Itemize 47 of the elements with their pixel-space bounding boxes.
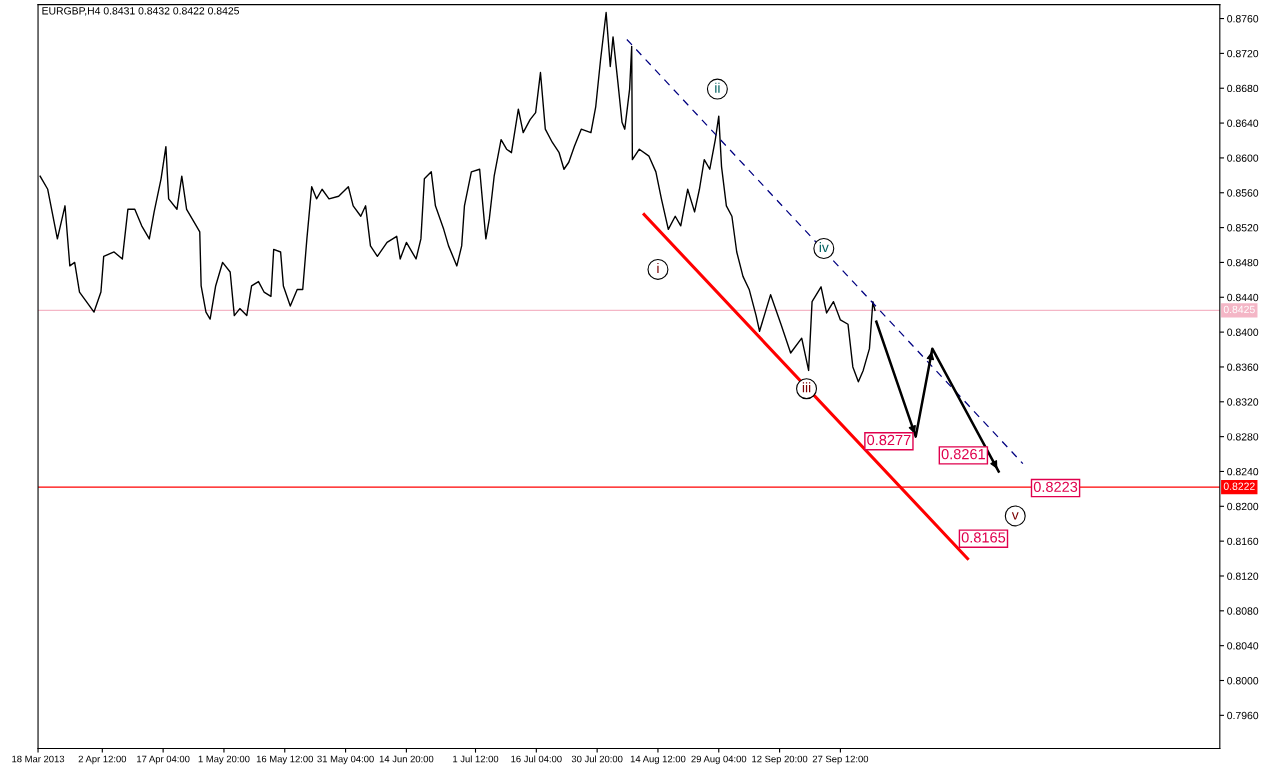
x-tick-label: 30 Jul 20:00 (571, 755, 623, 763)
y-tick-label: 0.8560 (1227, 189, 1259, 197)
y-tick-label: 0.8720 (1227, 49, 1259, 58)
y-tick-label: 0.8000 (1227, 677, 1259, 685)
y-tick-label: 0.8760 (1227, 15, 1259, 23)
y-tick-label: 0.8520 (1227, 224, 1259, 232)
x-tick-label: 17 Apr 04:00 (137, 755, 190, 765)
annotation: 0.8277 (867, 434, 911, 446)
y-tick-label: 0.8320 (1227, 398, 1259, 406)
annotation: v (1011, 512, 1019, 520)
x-tick-label: 18 Mar 2013 (12, 755, 65, 763)
y-tick-label: 0.8400 (1227, 328, 1259, 336)
annotation: 0.8223 (1033, 481, 1078, 493)
y-tick-label: 0.8440 (1227, 293, 1259, 302)
x-tick-label: 14 Jun 20:00 (379, 755, 434, 763)
x-tick-label: 12 Sep 20:00 (752, 755, 808, 765)
annotation: 0.8165 (961, 532, 1006, 543)
annotation: ii (715, 82, 720, 93)
y-tick-label: 0.7960 (1227, 711, 1259, 720)
x-tick-label: 1 May 20:00 (198, 755, 250, 765)
x-tick-label: 2 Apr 12:00 (78, 755, 127, 765)
y-tick-label: 0.8120 (1227, 572, 1259, 580)
x-tick-label: 27 Sep 12:00 (812, 755, 869, 765)
y-tick-label: 0.8360 (1227, 363, 1259, 371)
annotation: iii (802, 382, 811, 393)
x-tick-label: 31 May 04:00 (317, 755, 374, 765)
y-tick-label: 0.8080 (1227, 607, 1259, 615)
x-tick-label: 14 Aug 12:00 (630, 755, 686, 765)
annotation: 0.8261 (941, 448, 985, 460)
y-tick-label: 0.8640 (1227, 119, 1259, 127)
y-tick-label: 0.8160 (1227, 537, 1259, 546)
y-tick-label: 0.8280 (1227, 433, 1259, 441)
x-tick-label: 1 Jul 12:00 (453, 755, 499, 763)
ref-line-label: 0.8222 (1223, 482, 1255, 490)
y-tick-label: 0.8600 (1227, 154, 1259, 162)
y-tick-label: 0.8680 (1227, 84, 1259, 93)
y-tick-label: 0.8040 (1227, 642, 1259, 650)
chart-title: EURGBP,H4 0.8431 0.8432 0.8422 0.8425 (42, 7, 240, 16)
y-tick-label: 0.8200 (1227, 502, 1259, 511)
y-tick-label: 0.8240 (1227, 467, 1259, 476)
ref-line-label: 0.8425 (1223, 305, 1255, 314)
annotation: iv (819, 242, 829, 253)
x-tick-label: 16 Jul 04:00 (511, 755, 562, 763)
x-tick-label: 29 Aug 04:00 (691, 755, 747, 765)
y-tick-label: 0.8480 (1227, 258, 1259, 267)
x-tick-label: 16 May 12:00 (256, 755, 314, 765)
annotation: i (657, 262, 659, 273)
